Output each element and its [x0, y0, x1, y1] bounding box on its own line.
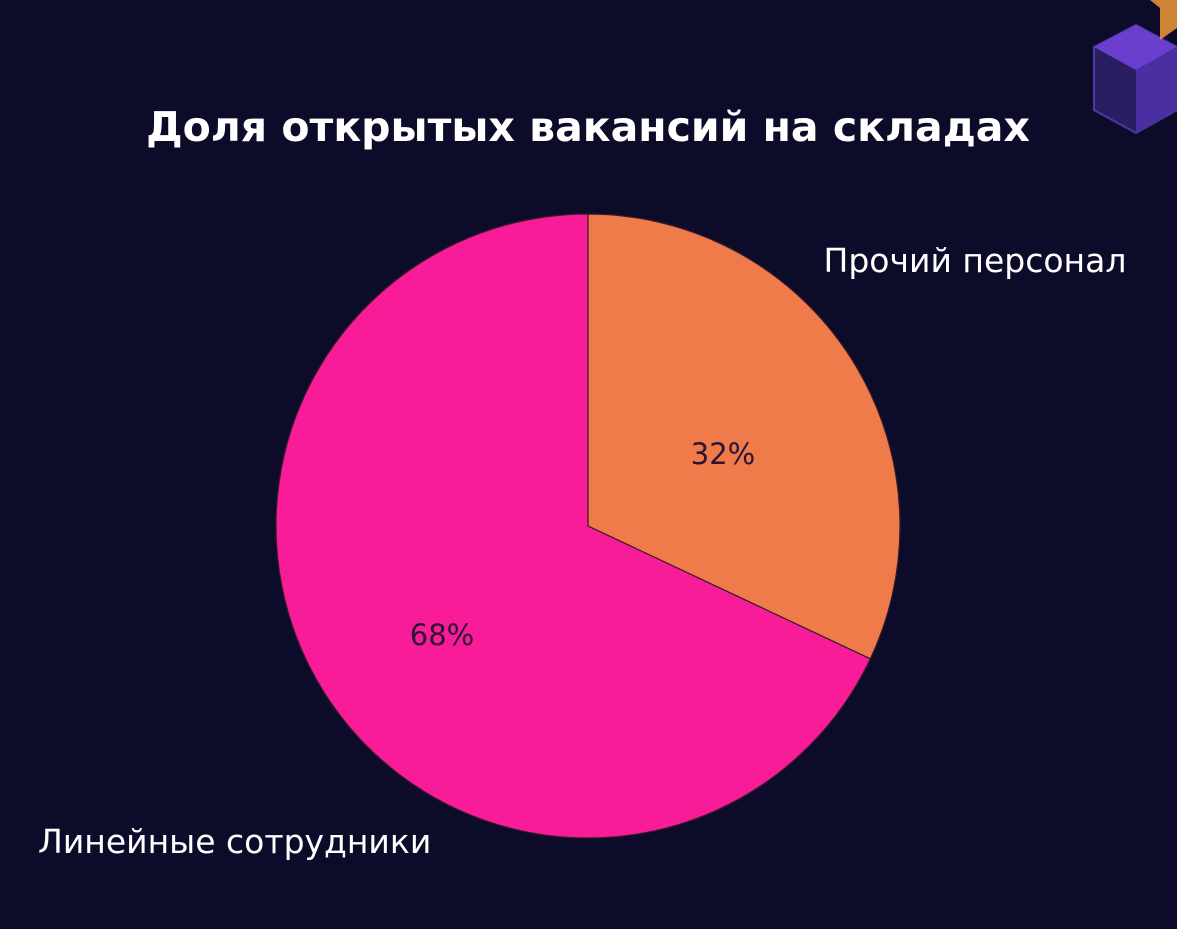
- chart-title: Доля открытых вакансий на складах: [146, 103, 1030, 151]
- slice-value-labels: 32% 68%: [410, 437, 755, 652]
- slice-category-labels: Прочий персонал Линейные сотрудники: [38, 241, 1126, 861]
- hexagon-cube-logo-icon: [1093, 0, 1177, 135]
- pie-slice-2: [275, 213, 872, 839]
- slice-value-label-2: 68%: [410, 618, 474, 652]
- slice-value-label-1: 32%: [691, 437, 755, 471]
- pie-slice-1: [587, 213, 901, 660]
- slice-category-label-2: Линейные сотрудники: [38, 822, 431, 861]
- slice-category-label-1: Прочий персонал: [824, 241, 1127, 280]
- pie-slices: [275, 213, 901, 839]
